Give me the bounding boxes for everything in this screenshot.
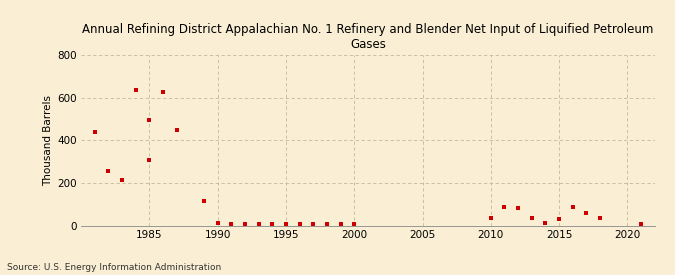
Point (198, 199, 209, 203)
Point (130, 88, 141, 92)
Text: Source: U.S. Energy Information Administration: Source: U.S. Energy Information Administ… (7, 263, 221, 272)
Point (157, 90, 168, 95)
Point (321, 222, 332, 227)
Point (212, 221, 223, 226)
Point (349, 222, 360, 227)
Point (526, 216, 537, 220)
Point (89, 130, 100, 134)
Point (568, 205, 578, 210)
Point (308, 222, 319, 227)
Point (581, 211, 592, 215)
Point (554, 217, 564, 221)
Point (171, 127, 182, 132)
Y-axis label: Thousand Barrels: Thousand Barrels (43, 95, 53, 186)
Point (281, 222, 292, 227)
Point (144, 118, 155, 122)
Point (513, 206, 524, 211)
Point (103, 169, 113, 173)
Point (540, 221, 551, 226)
Title: Annual Refining District Appalachian No. 1 Refinery and Blender Net Input of Liq: Annual Refining District Appalachian No.… (82, 23, 653, 51)
Point (595, 216, 605, 220)
Point (294, 222, 305, 227)
Point (226, 222, 237, 227)
Point (499, 205, 510, 210)
Point (267, 222, 277, 227)
Point (335, 222, 346, 227)
Point (253, 222, 264, 227)
Point (240, 222, 250, 227)
Point (636, 222, 647, 227)
Point (117, 177, 128, 182)
Point (485, 216, 496, 220)
Point (144, 158, 155, 163)
